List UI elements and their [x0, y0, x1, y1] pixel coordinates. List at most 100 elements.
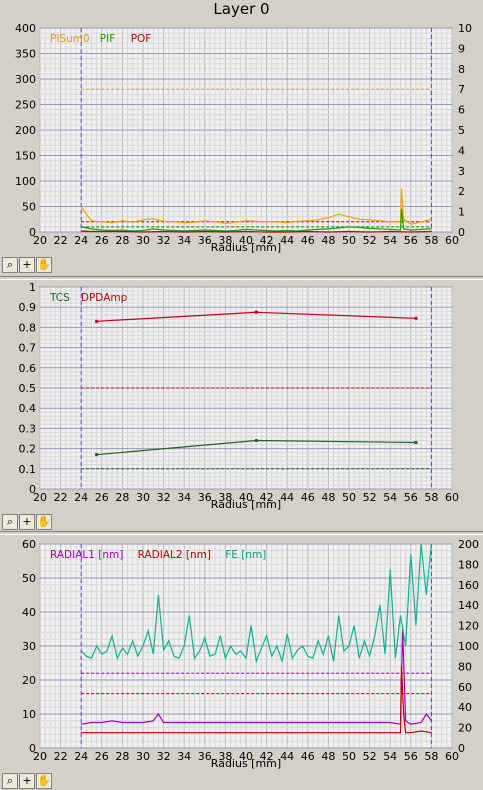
y-tick-label-right: 40: [458, 701, 472, 714]
x-tick-label: 54: [383, 750, 397, 763]
data-point: [254, 310, 258, 314]
y-tick-label-right: 5: [458, 124, 465, 137]
panel-divider-2: [0, 531, 483, 535]
y-tick-label-right: 8: [458, 63, 465, 76]
crosshair-icon[interactable]: +: [19, 514, 35, 530]
chart-panel-2: 20 22 24 26 28 30 32 34 36 38 40 42 44 46 48 50 52 54 56 58…: [0, 279, 483, 532]
chart-3-svg: 20 22 24 26 28 30 32 34 36 38 40 42 44 46 48 50 52 54 56 58…: [22, 538, 479, 770]
x-tick-label: 36: [198, 234, 212, 247]
data-point: [414, 441, 418, 445]
y-tick-label-right: 9: [458, 42, 465, 55]
x-tick-label: 30: [136, 234, 150, 247]
x-tick-label: 20: [33, 234, 47, 247]
legend-entry: TCS: [49, 292, 70, 304]
x-tick-label: 60: [445, 491, 459, 504]
y-tick-label-left: 30: [22, 640, 36, 653]
x-tick-label: 40: [239, 750, 253, 763]
y-tick-label-right: 2: [458, 185, 465, 198]
x-tick-label: 24: [74, 491, 88, 504]
y-tick-label-left: 0.2: [19, 443, 37, 456]
x-tick-label: 26: [95, 234, 109, 247]
x-tick-label: 56: [404, 234, 418, 247]
chart-1-svg: 20 22 24 26 28 30 32 34 36 38 40 42 44 46 48 50 52 54 56 58…: [15, 22, 472, 254]
x-tick-label: 24: [74, 750, 88, 763]
y-tick-label-right: 7: [458, 83, 465, 96]
x-tick-label: 48: [321, 491, 335, 504]
y-tick-label-left: 150: [15, 150, 36, 163]
y-tick-label-right: 140: [458, 599, 479, 612]
y-tick-label-left: 40: [22, 606, 36, 619]
x-tick-label: 28: [115, 234, 129, 247]
y-tick-label-left: 400: [15, 22, 36, 35]
crosshair-icon[interactable]: +: [19, 773, 35, 789]
y-tick-label-left: 10: [22, 708, 36, 721]
x-tick-label: 28: [115, 491, 129, 504]
x-tick-label: 28: [115, 750, 129, 763]
y-tick-label-left: 60: [22, 538, 36, 551]
data-point: [95, 453, 99, 457]
grid: [39, 27, 453, 233]
x-tick-label: 44: [280, 750, 294, 763]
y-tick-label-left: 1: [29, 281, 36, 294]
zoom-icon[interactable]: ⌕: [2, 773, 18, 789]
x-tick-label: 26: [95, 750, 109, 763]
chart-2-svg: 20 22 24 26 28 30 32 34 36 38 40 42 44 46 48 50 52 54 56 58…: [19, 281, 460, 511]
y-tick-label-right: 100: [458, 640, 479, 653]
series-line-radial2: [81, 666, 432, 734]
data-point: [254, 439, 258, 443]
x-tick-label: 58: [424, 750, 438, 763]
x-tick-label: 50: [342, 750, 356, 763]
series-line-fe: [80, 543, 432, 664]
x-tick-label: 42: [260, 491, 274, 504]
x-tick-label: 30: [136, 750, 150, 763]
x-tick-label: 42: [260, 234, 274, 247]
y-tick-label-right: 200: [458, 538, 479, 551]
window-title: Layer 0: [213, 0, 270, 18]
y-tick-label-right: 80: [458, 660, 472, 673]
y-tick-label-right: 6: [458, 104, 465, 117]
zoom-icon[interactable]: ⌕: [2, 257, 18, 273]
y-tick-label-right: 10: [458, 22, 472, 35]
y-tick-label-left: 0: [29, 226, 36, 239]
x-tick-label: 38: [218, 750, 232, 763]
x-tick-label: 52: [363, 491, 377, 504]
y-tick-label-left: 0: [29, 742, 36, 755]
legend-entry: RADIAL1 [nm]: [50, 549, 123, 561]
y-tick-label-left: 0.3: [19, 422, 37, 435]
pan-hand-icon[interactable]: ✋: [36, 514, 52, 530]
y-tick-label-left: 300: [15, 73, 36, 86]
x-tick-label: 44: [280, 234, 294, 247]
pan-hand-icon[interactable]: ✋: [36, 773, 52, 789]
x-tick-label: 24: [74, 234, 88, 247]
x-tick-label: 50: [342, 234, 356, 247]
legend-entry: PISum0: [50, 33, 90, 45]
x-tick-label: 50: [342, 491, 356, 504]
crosshair-icon[interactable]: +: [19, 257, 35, 273]
x-tick-label: 22: [54, 234, 68, 247]
legend-entry: FE [nm]: [225, 549, 266, 561]
y-tick-label-left: 250: [15, 99, 36, 112]
series-line-pof: [81, 230, 432, 233]
x-tick-label: 32: [157, 234, 171, 247]
x-tick-label: 34: [177, 234, 191, 247]
x-tick-label: 34: [177, 491, 191, 504]
y-tick-label-left: 0.9: [19, 301, 37, 314]
legend-entry: DPDAmp: [81, 292, 128, 304]
x-axis-label: Radius [mm]: [211, 241, 281, 254]
pan-hand-icon[interactable]: ✋: [36, 257, 52, 273]
y-tick-label-right: 60: [458, 681, 472, 694]
chart-2-toolbar: ⌕ + ✋: [2, 514, 52, 530]
x-tick-label: 22: [54, 491, 68, 504]
x-tick-label: 38: [218, 491, 232, 504]
zoom-icon[interactable]: ⌕: [2, 514, 18, 530]
y-tick-label-left: 100: [15, 175, 36, 188]
y-tick-label-left: 350: [15, 48, 36, 61]
y-tick-label-left: 0.4: [19, 402, 37, 415]
x-tick-label: 46: [301, 750, 315, 763]
y-tick-label-right: 1: [458, 206, 465, 219]
x-tick-label: 58: [424, 234, 438, 247]
y-tick-label-right: 160: [458, 579, 479, 592]
y-tick-label-left: 0: [29, 483, 36, 496]
x-tick-label: 30: [136, 491, 150, 504]
y-tick-label-right: 3: [458, 165, 465, 178]
